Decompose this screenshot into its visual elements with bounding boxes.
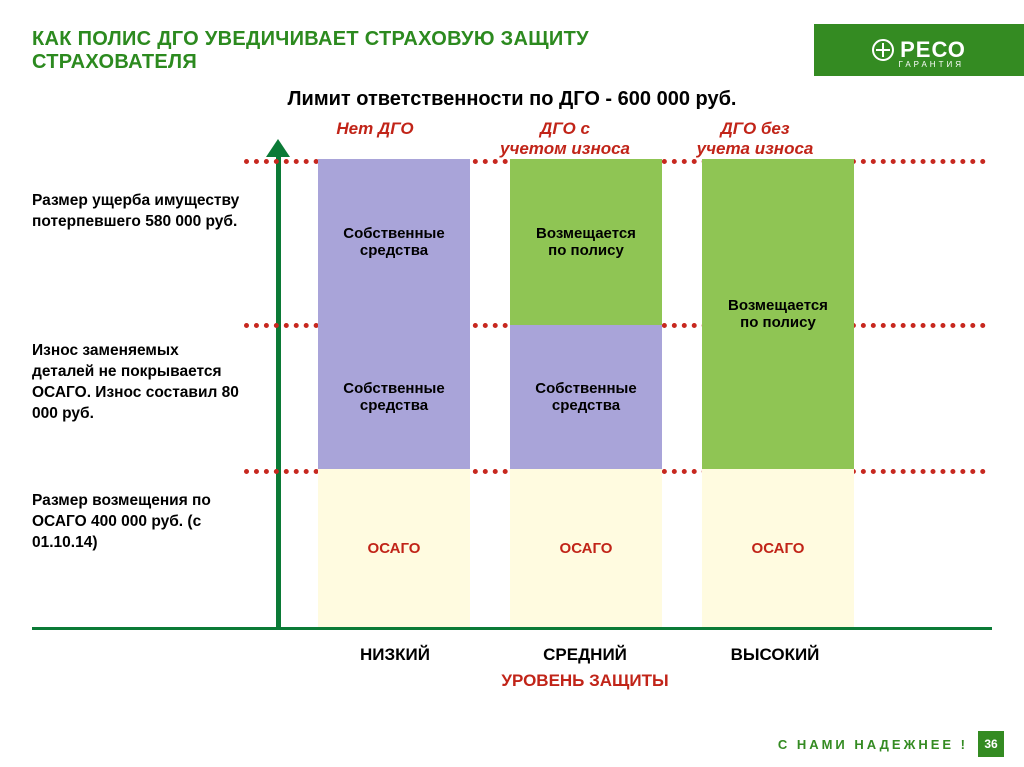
bar-segment: Собственныесредства: [318, 159, 470, 325]
bar-segment: Возмещаетсяпо полису: [510, 159, 662, 325]
title-area: КАК ПОЛИС ДГО УВЕДИЧИВАЕТ СТРАХОВУЮ ЗАЩИ…: [0, 0, 814, 82]
column-header: ДГО сучетом износа: [470, 119, 660, 159]
bar-column: Возмещаетсяпо полисуОСАГО: [702, 159, 854, 627]
y-axis: [276, 147, 281, 627]
column-header: ДГО безучета износа: [660, 119, 850, 159]
row-label: Размер ущерба имуществу потерпевшего 580…: [32, 191, 242, 233]
subtitle: Лимит ответственности по ДГО - 600 000 р…: [0, 88, 1024, 111]
footer-motto: С НАМИ НАДЕЖНЕЕ !: [778, 737, 968, 752]
page-number: 36: [978, 731, 1004, 757]
page-title-line1: КАК ПОЛИС ДГО УВЕДИЧИВАЕТ СТРАХОВУЮ ЗАЩИ…: [32, 28, 814, 51]
bar-segment: Собственныесредства: [510, 325, 662, 469]
bar-column: СобственныесредстваСобственныесредстваОС…: [318, 159, 470, 627]
column-headers: Нет ДГОДГО сучетом износаДГО безучета из…: [280, 119, 1000, 159]
logo-icon: [872, 39, 894, 61]
bar-segment: ОСАГО: [510, 469, 662, 627]
bar-segment: Возмещаетсяпо полису: [702, 159, 854, 469]
row-label: Износ заменяемых деталей не покрывается …: [32, 341, 242, 425]
bar-columns: СобственныесредстваСобственныесредстваОС…: [300, 159, 1000, 627]
chart: Нет ДГОДГО сучетом износаДГО безучета из…: [0, 111, 1024, 731]
x-axis: [32, 627, 992, 630]
bar-segment: Собственныесредства: [318, 325, 470, 469]
bar-segment: ОСАГО: [318, 469, 470, 627]
page-title-line2: СТРАХОВАТЕЛЯ: [32, 51, 814, 74]
x-axis-title: УРОВЕНЬ ЗАЩИТЫ: [300, 671, 870, 691]
bar-segment: ОСАГО: [702, 469, 854, 627]
y-axis-arrow-icon: [266, 139, 290, 157]
column-header: Нет ДГО: [280, 119, 470, 159]
row-label: Размер возмещения по ОСАГО 400 000 руб. …: [32, 491, 242, 554]
bar-column: Возмещаетсяпо полисуСобственныесредстваО…: [510, 159, 662, 627]
footer: С НАМИ НАДЕЖНЕЕ ! 36: [778, 731, 1004, 757]
logo-subtext: ГАРАНТИЯ: [899, 60, 964, 69]
x-tick-label: ВЫСОКИЙ: [680, 645, 870, 665]
x-tick-label: СРЕДНИЙ: [490, 645, 680, 665]
header: КАК ПОЛИС ДГО УВЕДИЧИВАЕТ СТРАХОВУЮ ЗАЩИ…: [0, 0, 1024, 82]
x-tick-label: НИЗКИЙ: [300, 645, 490, 665]
x-tick-labels: НИЗКИЙСРЕДНИЙВЫСОКИЙ: [300, 645, 1000, 665]
